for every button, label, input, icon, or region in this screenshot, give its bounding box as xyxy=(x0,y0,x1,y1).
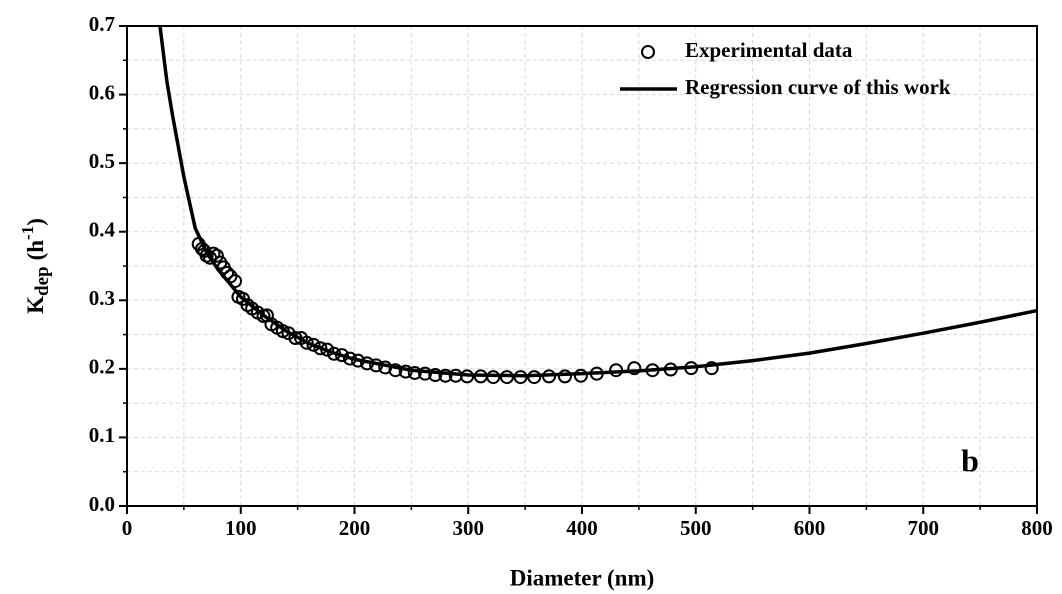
y-tick-label: 0.3 xyxy=(89,286,115,310)
x-tick-label: 300 xyxy=(453,516,485,540)
y-axis-label: Kdep (h-1) xyxy=(18,218,53,314)
y-label-main: K xyxy=(23,296,48,314)
regression-curve xyxy=(158,26,1037,378)
y-tick-label: 0.2 xyxy=(89,355,115,379)
x-tick-label: 500 xyxy=(680,516,712,540)
x-tick-label: 200 xyxy=(339,516,371,540)
data-point xyxy=(313,341,328,356)
annotation: b xyxy=(961,442,979,478)
data-point xyxy=(299,335,314,350)
data-point xyxy=(573,368,588,383)
x-tick-label: 600 xyxy=(794,516,826,540)
x-tick-label: 400 xyxy=(566,516,598,540)
legend-marker xyxy=(641,45,655,59)
data-point xyxy=(306,337,321,352)
data-point xyxy=(704,361,719,376)
y-label-unit: (h xyxy=(23,240,48,261)
data-point xyxy=(388,363,403,378)
y-tick-label: 0.1 xyxy=(89,423,115,447)
x-tick-label: 800 xyxy=(1021,516,1053,540)
x-axis-label: Diameter (nm) xyxy=(510,565,655,590)
legend-label: Regression curve of this work xyxy=(685,75,951,99)
data-point xyxy=(557,369,572,384)
y-label-sup: -1 xyxy=(18,226,37,240)
y-tick-label: 0.0 xyxy=(89,492,115,516)
x-tick-label: 0 xyxy=(122,516,133,540)
data-point xyxy=(418,366,433,381)
y-tick-label: 0.7 xyxy=(89,12,115,36)
y-tick-label: 0.4 xyxy=(89,218,116,242)
y-label-sub: dep xyxy=(32,266,53,296)
data-point xyxy=(407,365,422,380)
y-tick-label: 0.6 xyxy=(89,80,115,104)
y-tick-label: 0.5 xyxy=(89,149,115,173)
plot-frame xyxy=(126,25,1038,507)
data-point xyxy=(627,361,642,376)
legend-label: Experimental data xyxy=(685,38,853,62)
x-tick-label: 100 xyxy=(225,516,257,540)
data-point xyxy=(438,368,453,383)
x-tick-label: 700 xyxy=(908,516,940,540)
data-point xyxy=(428,368,443,383)
y-label-close: ) xyxy=(23,218,48,226)
